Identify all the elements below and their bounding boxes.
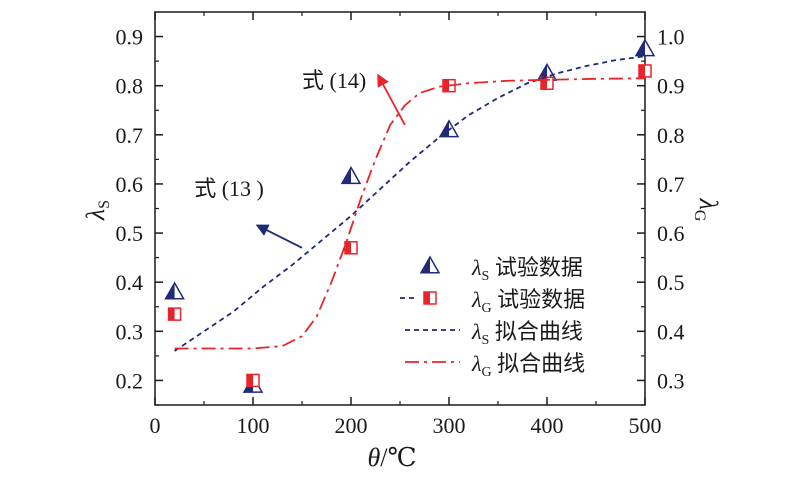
- square-marker-fill: [639, 64, 645, 77]
- y-left-tick-label: 0.2: [116, 368, 144, 393]
- g_test-point: [638, 64, 652, 78]
- y-left-tick-label: 0.7: [116, 123, 144, 148]
- g_test-point: [246, 373, 260, 388]
- y-left-tick-label: 0.6: [116, 172, 144, 197]
- x-tick-label: 500: [629, 413, 662, 438]
- y-left-tick-label: 0.8: [116, 74, 144, 99]
- x-axis-ticks: 0 100 200 300 400 500: [150, 12, 662, 438]
- y-left-axis-ticks: 0.2 0.3 0.4 0.5 0.6 0.7 0.8 0.9: [116, 25, 163, 406]
- legend-swatch: [423, 291, 437, 305]
- square-marker-fill: [345, 241, 351, 254]
- eq13-label: 式 (13 ): [194, 176, 264, 201]
- x-axis-title: θ/℃: [367, 443, 416, 472]
- y-right-tick-label: 0.3: [657, 368, 685, 393]
- triangle-marker-fill: [440, 120, 449, 137]
- legend-label: λS 试验数据: [471, 255, 583, 284]
- triangle-marker-fill: [165, 283, 175, 299]
- legend-item-g_test: λG 试验数据: [400, 287, 585, 316]
- triangle-marker-fill: [421, 257, 430, 273]
- annotation-layer: 式 (13 ) 式 (14): [194, 68, 406, 249]
- y-right-axis-ticks: 0.3 0.4 0.5 0.6 0.7 0.8 0.9 1.0: [637, 25, 685, 406]
- g_test-point: [167, 307, 182, 321]
- y-left-tick-label: 0.4: [116, 270, 144, 295]
- s_test-point: [164, 281, 185, 300]
- g_test-point: [540, 76, 554, 90]
- y-left-tick-label: 0.5: [116, 221, 144, 246]
- s_test-point: [340, 166, 362, 185]
- triangle-marker-fill: [342, 167, 351, 184]
- legend-item-s_fit: λS 拟合曲线: [405, 319, 583, 348]
- eq13-arrow: [255, 224, 303, 249]
- y-right-tick-label: 0.9: [657, 74, 685, 99]
- square-marker-fill: [247, 374, 253, 387]
- eq14-arrow: [377, 73, 406, 126]
- legend: λS 试验数据 λG 试验数据 λS 拟合曲线 λG 拟合曲线: [400, 255, 585, 380]
- square-marker-fill: [541, 77, 547, 90]
- x-tick-label: 100: [237, 413, 270, 438]
- x-tick-label: 400: [531, 413, 564, 438]
- g_test-point: [344, 241, 358, 255]
- y-right-tick-label: 0.6: [657, 221, 685, 246]
- x-tick-label: 300: [433, 413, 466, 438]
- eq14-label: 式 (14): [302, 68, 366, 93]
- y-right-tick-label: 0.8: [657, 123, 685, 148]
- legend-label: λG 拟合曲线: [471, 351, 585, 380]
- series-layer: [164, 38, 656, 393]
- g_fit-line: [174, 77, 646, 350]
- y-right-tick-label: 0.5: [657, 270, 685, 295]
- legend-swatch: [419, 255, 441, 274]
- y-right-tick-label: 0.7: [657, 172, 685, 197]
- legend-item-g_fit: λG 拟合曲线: [405, 351, 585, 380]
- plot-frame: [154, 11, 646, 406]
- y-right-tick-label: 0.4: [657, 319, 685, 344]
- square-marker-fill: [443, 79, 449, 92]
- x-tick-label: 200: [335, 413, 368, 438]
- legend-item-s_test: λS 试验数据: [419, 255, 583, 284]
- y-left-axis-title: λS: [81, 200, 113, 221]
- y-left-tick-label: 0.9: [116, 25, 144, 50]
- y-right-tick-label: 1.0: [657, 25, 685, 50]
- y-left-tick-label: 0.3: [116, 319, 144, 344]
- triangle-marker-fill: [636, 39, 645, 56]
- square-marker-fill: [168, 308, 175, 321]
- legend-label: λS 拟合曲线: [471, 319, 583, 348]
- legend-label: λG 试验数据: [471, 287, 585, 316]
- s_test-point: [634, 38, 656, 57]
- y-right-axis-title: λG: [691, 198, 723, 222]
- x-tick-label: 0: [150, 413, 161, 438]
- square-marker-fill: [424, 292, 430, 304]
- triangle-marker-fill: [538, 64, 547, 81]
